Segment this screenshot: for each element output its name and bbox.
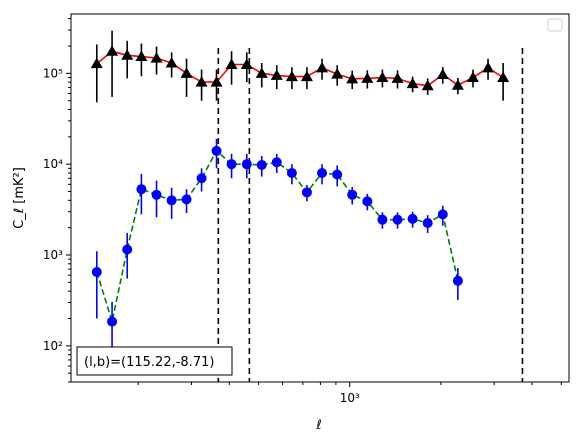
y-tick-label: 10³ xyxy=(43,248,63,262)
triangle-marker xyxy=(150,52,163,63)
circle-marker xyxy=(452,275,463,286)
circle-marker xyxy=(437,209,448,220)
triangle-marker xyxy=(165,56,178,68)
circle-marker xyxy=(196,173,207,184)
triangle-marker xyxy=(316,61,329,73)
triangle-marker xyxy=(406,77,419,89)
circle-marker xyxy=(271,157,282,168)
circle-marker xyxy=(377,214,388,225)
circle-marker xyxy=(301,187,312,198)
triangle-marker xyxy=(210,76,223,87)
vertical-dashed-lines xyxy=(217,48,524,382)
circle-marker xyxy=(362,196,373,207)
triangle-marker xyxy=(451,79,464,90)
triangle-marker xyxy=(466,71,479,82)
y-tick-label: 10⁴ xyxy=(43,157,63,171)
triangle-marker xyxy=(285,70,298,82)
y-tick-label: 10² xyxy=(43,339,63,353)
circle-marker xyxy=(286,167,297,178)
y-axis-label: C_ℓ [mK²] xyxy=(12,167,27,229)
circle-marker xyxy=(151,189,162,200)
annotation-box: (l,b)=(115.22,-8.71) xyxy=(76,346,233,376)
triangle-marker xyxy=(195,76,208,87)
circle-marker xyxy=(181,194,192,205)
circle-marker xyxy=(107,316,118,327)
triangle-marker xyxy=(497,71,510,82)
triangle-marker xyxy=(180,67,193,78)
triangle-marker xyxy=(331,68,344,79)
circle-marker xyxy=(332,169,343,180)
triangle-marker xyxy=(121,49,134,60)
circle-marker xyxy=(226,159,237,170)
circle-marker xyxy=(122,244,133,255)
circle-marker xyxy=(407,213,418,224)
circle-marker xyxy=(91,267,102,278)
circle-marker xyxy=(211,145,222,156)
legend-box xyxy=(547,18,563,32)
triangle-marker xyxy=(106,45,119,56)
triangle-marker xyxy=(436,68,449,80)
annotation-text: (l,b)=(115.22,-8.71) xyxy=(84,355,214,370)
y-tick-label: 10⁵ xyxy=(43,66,63,80)
circle-marker xyxy=(422,218,433,229)
circle-marker xyxy=(317,167,328,178)
circle-marker xyxy=(347,189,358,200)
triangle-marker xyxy=(482,61,495,73)
x-tick-label: 10³ xyxy=(340,391,360,405)
triangle-marker xyxy=(135,50,148,62)
triangle-marker xyxy=(376,71,389,82)
x-axis-label: ℓ xyxy=(315,418,321,433)
triangle-marker xyxy=(90,57,103,69)
circle-marker xyxy=(166,195,177,206)
axis-ticks: 10³ 10² 10³ 10⁴ 10⁵ xyxy=(43,18,562,405)
triangle-marker xyxy=(361,72,374,83)
series-line-triangles xyxy=(96,50,504,87)
circle-marker xyxy=(241,159,252,170)
triangle-marker xyxy=(421,79,434,91)
circle-marker xyxy=(392,214,403,225)
triangle-marker xyxy=(391,72,404,83)
circle-marker xyxy=(136,184,147,195)
triangle-marker xyxy=(346,72,359,84)
circle-marker xyxy=(256,159,267,170)
triangle-marker xyxy=(240,58,253,70)
triangle-marker xyxy=(270,69,283,80)
data-markers xyxy=(90,45,510,327)
triangle-marker xyxy=(255,67,268,78)
triangle-marker xyxy=(300,70,313,82)
triangle-marker xyxy=(225,58,238,70)
